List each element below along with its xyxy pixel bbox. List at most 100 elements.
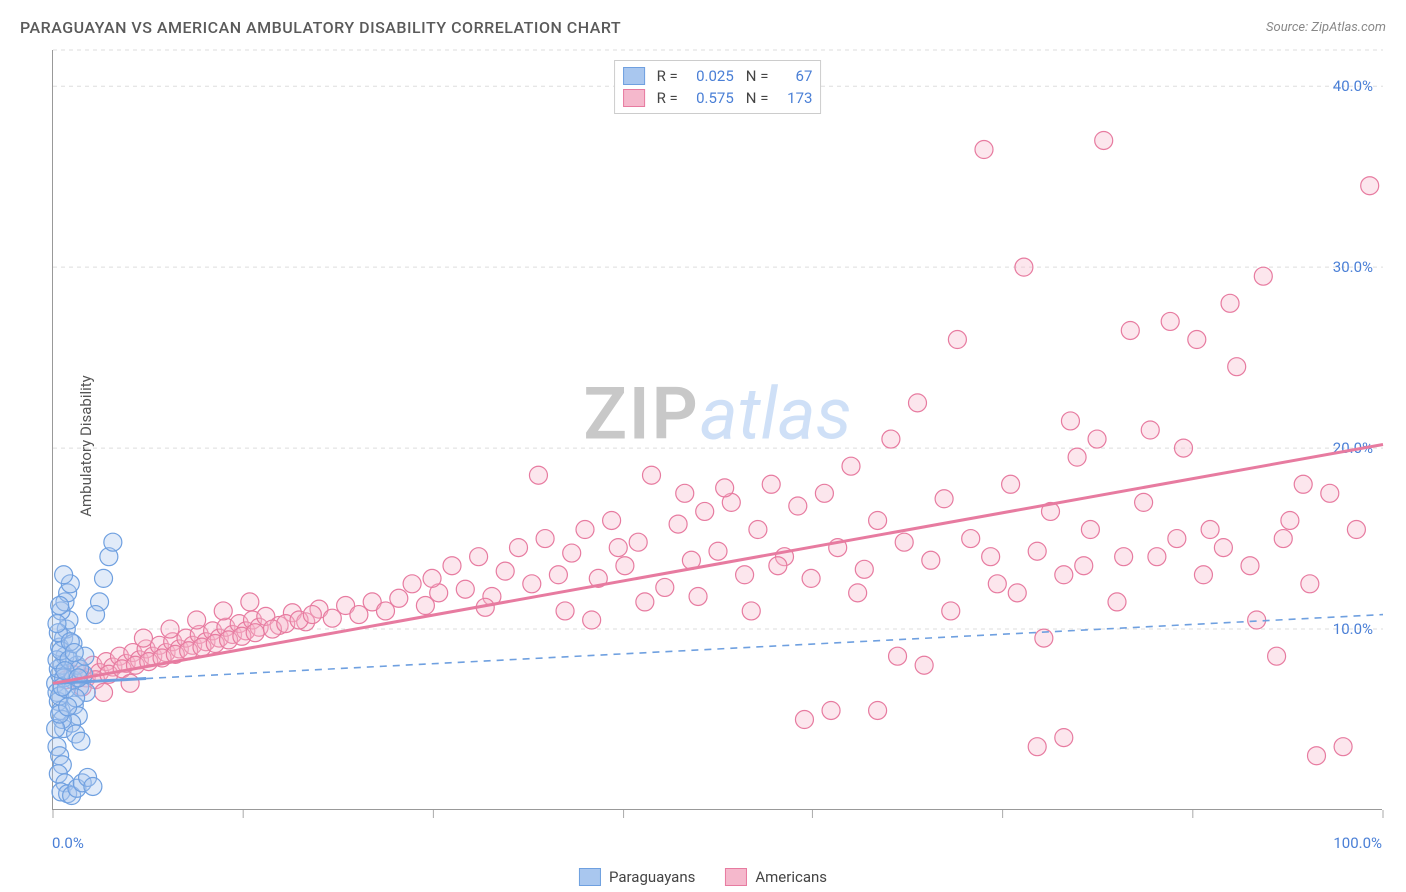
scatter-point — [1055, 729, 1073, 747]
scatter-point — [1141, 421, 1159, 439]
scatter-point — [1061, 412, 1079, 430]
scatter-point — [1221, 294, 1239, 312]
scatter-point — [988, 575, 1006, 593]
scatter-point — [214, 602, 232, 620]
scatter-point — [982, 548, 1000, 566]
scatter-point — [1268, 647, 1286, 665]
scatter-point — [1194, 566, 1212, 584]
legend-swatch — [579, 868, 601, 886]
scatter-point — [65, 644, 83, 662]
scatter-point — [869, 511, 887, 529]
scatter-point — [855, 560, 873, 578]
scatter-point — [556, 602, 574, 620]
scatter-point — [470, 548, 488, 566]
scatter-point — [134, 629, 152, 647]
scatter-point — [246, 624, 264, 642]
scatter-point — [1075, 557, 1093, 575]
scatter-point — [842, 457, 860, 475]
scatter-point — [1274, 530, 1292, 548]
scatter-point — [696, 502, 714, 520]
scatter-point — [1188, 331, 1206, 349]
scatter-point — [1055, 566, 1073, 584]
scatter-point — [87, 606, 105, 624]
scatter-point — [822, 701, 840, 719]
scatter-point — [1088, 430, 1106, 448]
scatter-point — [423, 569, 441, 587]
scatter-point — [51, 597, 69, 615]
legend-series-item: Americans — [725, 868, 827, 886]
scatter-point — [1028, 738, 1046, 756]
scatter-point — [1135, 493, 1153, 511]
scatter-point — [536, 530, 554, 548]
scatter-point — [59, 698, 77, 716]
scatter-point — [636, 593, 654, 611]
scatter-point — [669, 515, 687, 533]
scatter-point — [1175, 439, 1193, 457]
scatter-point — [869, 701, 887, 719]
scatter-point — [909, 394, 927, 412]
chart-source: Source: ZipAtlas.com — [1266, 20, 1386, 35]
scatter-point — [975, 141, 993, 159]
legend-swatch — [623, 67, 645, 85]
scatter-point — [769, 557, 787, 575]
legend-correlation-row: R =0.025N =67 — [623, 65, 813, 87]
scatter-point — [1108, 593, 1126, 611]
scatter-point — [1161, 312, 1179, 330]
x-axis-max-label: 100.0% — [1333, 834, 1382, 852]
y-tick-label: 30.0% — [1333, 258, 1373, 276]
scatter-point — [1095, 131, 1113, 149]
scatter-point — [948, 331, 966, 349]
scatter-point — [1168, 530, 1186, 548]
scatter-point — [742, 602, 760, 620]
scatter-point — [716, 479, 734, 497]
scatter-point — [104, 533, 122, 551]
scatter-point — [709, 542, 727, 560]
scatter-point — [603, 511, 621, 529]
scatter-point — [609, 539, 627, 557]
legend-series-label: Americans — [755, 868, 827, 886]
legend-correlation: R =0.025N =67R =0.575N =173 — [614, 60, 822, 114]
scatter-point — [1254, 267, 1272, 285]
legend-swatch — [725, 868, 747, 886]
scatter-point — [549, 566, 567, 584]
legend-n-value: 67 — [774, 67, 812, 85]
scatter-point — [1028, 542, 1046, 560]
legend-swatch — [623, 89, 645, 107]
plot-area: ZIPatlas 10.0%20.0%30.0%40.0% R =0.025N … — [52, 50, 1382, 810]
scatter-point — [789, 497, 807, 515]
scatter-point — [1321, 484, 1339, 502]
scatter-point — [762, 475, 780, 493]
scatter-point — [403, 575, 421, 593]
chart-title: PARAGUAYAN VS AMERICAN AMBULATORY DISABI… — [20, 18, 621, 37]
scatter-point — [1214, 539, 1232, 557]
scatter-point — [161, 620, 179, 638]
scatter-point — [643, 466, 661, 484]
plot-svg: 10.0%20.0%30.0%40.0% — [53, 50, 1382, 809]
y-tick-label: 40.0% — [1333, 77, 1373, 95]
scatter-point — [576, 521, 594, 539]
legend-series-item: Paraguayans — [579, 868, 695, 886]
legend-n-label: N = — [746, 89, 769, 107]
scatter-point — [95, 569, 113, 587]
scatter-point — [1148, 548, 1166, 566]
legend-n-value: 173 — [774, 89, 812, 107]
scatter-point — [48, 615, 66, 633]
scatter-point — [1347, 521, 1365, 539]
scatter-point — [583, 611, 601, 629]
scatter-point — [815, 484, 833, 502]
scatter-point — [915, 656, 933, 674]
scatter-point — [889, 647, 907, 665]
scatter-point — [121, 674, 139, 692]
scatter-point — [882, 430, 900, 448]
scatter-point — [1228, 358, 1246, 376]
scatter-point — [942, 602, 960, 620]
scatter-point — [629, 533, 647, 551]
scatter-point — [1361, 177, 1379, 195]
scatter-point — [1301, 575, 1319, 593]
scatter-point — [1068, 448, 1086, 466]
scatter-point — [95, 683, 113, 701]
scatter-point — [84, 777, 102, 795]
scatter-point — [689, 587, 707, 605]
scatter-point — [616, 557, 634, 575]
scatter-point — [510, 539, 528, 557]
